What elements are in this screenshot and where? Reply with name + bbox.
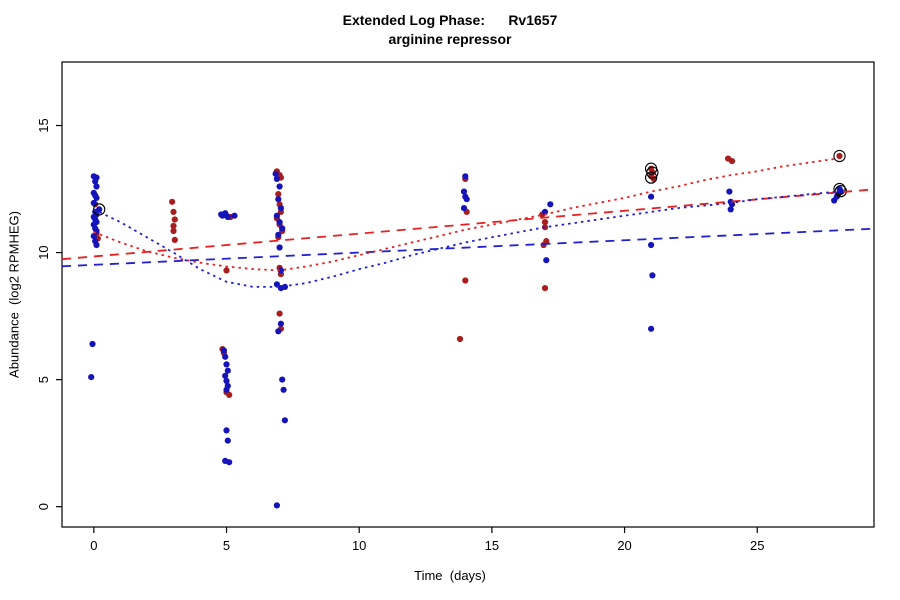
red-data-point <box>169 198 176 205</box>
blue-data-point <box>222 372 229 379</box>
red-data-point <box>170 227 177 235</box>
x-tick-label: 25 <box>750 538 764 553</box>
blue-data-point <box>460 205 468 212</box>
red-data-point <box>275 191 282 198</box>
chart-subtitle: arginine repressor <box>388 31 512 47</box>
x-tick-label: 5 <box>223 538 230 553</box>
red-data-point <box>540 241 547 249</box>
blue-data-point <box>648 193 655 200</box>
blue-data-point <box>93 194 100 201</box>
x-tick-label: 0 <box>90 538 97 553</box>
blue-data-point <box>273 502 280 509</box>
blue-data-point <box>273 212 280 219</box>
blue-data-point <box>275 328 282 335</box>
blue-data-point <box>648 241 655 249</box>
blue-data-point <box>277 320 284 327</box>
blue-data-point <box>276 244 283 251</box>
x-tick-label: 15 <box>485 538 499 553</box>
blue-data-point <box>223 386 230 393</box>
blue-data-point <box>272 170 279 177</box>
blue-data-point <box>463 196 470 203</box>
blue-linear-fit-line <box>61 227 875 268</box>
blue-data-point <box>222 353 229 360</box>
blue-data-point <box>726 188 733 195</box>
red-data-point <box>276 310 283 317</box>
outlier-ring <box>646 166 659 179</box>
outlier-ring <box>93 203 106 216</box>
blue-data-point <box>277 205 284 212</box>
blue-data-point <box>279 225 286 232</box>
blue-data-point <box>226 459 233 466</box>
red-data-point <box>170 222 177 229</box>
red-data-point <box>226 391 233 398</box>
blue-data-point <box>543 257 550 264</box>
x-tick-label: 10 <box>352 538 366 553</box>
blue-data-point <box>277 267 284 274</box>
blue-data-point <box>727 206 734 213</box>
blue-data-point <box>92 178 99 185</box>
blue-data-point <box>281 417 288 424</box>
red-data-point <box>541 219 549 226</box>
blue-data-point <box>89 340 96 348</box>
blue-data-point <box>273 175 280 182</box>
red-data-point <box>836 152 843 160</box>
red-data-point <box>170 208 177 215</box>
red-data-point <box>456 335 464 343</box>
red-data-point <box>541 224 549 231</box>
red-data-point <box>462 277 469 284</box>
blue-data-point <box>649 272 656 279</box>
red-data-point <box>223 267 230 274</box>
blue-data-point <box>224 437 231 444</box>
y-tick-label: 10 <box>36 245 51 259</box>
blue-data-point <box>223 427 230 434</box>
red-data-point <box>171 236 178 243</box>
blue-data-point <box>275 196 282 203</box>
blue-data-point <box>93 183 100 190</box>
blue-data-point <box>90 233 97 240</box>
blue-data-point <box>93 241 100 249</box>
blue-data-point <box>223 361 230 368</box>
x-tick-label: 20 <box>617 538 631 553</box>
y-tick-label: 15 <box>36 118 51 132</box>
y-axis-label: Abundance (log2 RPMHEG) <box>6 211 22 378</box>
blue-data-point <box>837 188 844 195</box>
y-tick-label: 0 <box>36 503 51 510</box>
blue-data-point <box>273 281 280 288</box>
blue-data-point <box>276 183 283 190</box>
outlier-ring <box>833 149 846 163</box>
red-data-point <box>171 216 178 223</box>
blue-data-point <box>280 386 287 393</box>
chart-title: Extended Log Phase: Rv1657 <box>342 12 558 28</box>
red-linear-fit-line <box>61 188 875 261</box>
blue-data-point <box>648 325 655 332</box>
blue-data-point <box>275 231 282 238</box>
blue-data-point <box>90 199 97 207</box>
blue-data-point <box>460 188 468 195</box>
blue-data-point <box>462 173 469 180</box>
blue-data-point <box>547 201 554 208</box>
blue-data-point <box>276 219 283 226</box>
blue-data-point <box>231 212 238 219</box>
red-data-point <box>728 158 736 165</box>
blue-data-point <box>279 376 286 383</box>
blue-data-point <box>223 377 230 384</box>
blue-data-point <box>224 213 231 221</box>
blue-data-point <box>220 347 227 354</box>
x-axis-label: Time (days) <box>414 568 486 583</box>
plot-box <box>61 61 875 528</box>
y-tick-label: 5 <box>36 376 51 383</box>
red-data-point <box>541 285 549 292</box>
blue-data-point <box>224 367 231 374</box>
blue-data-point <box>88 374 95 381</box>
outlier-ring <box>833 182 846 196</box>
outlier-ring <box>644 171 658 184</box>
